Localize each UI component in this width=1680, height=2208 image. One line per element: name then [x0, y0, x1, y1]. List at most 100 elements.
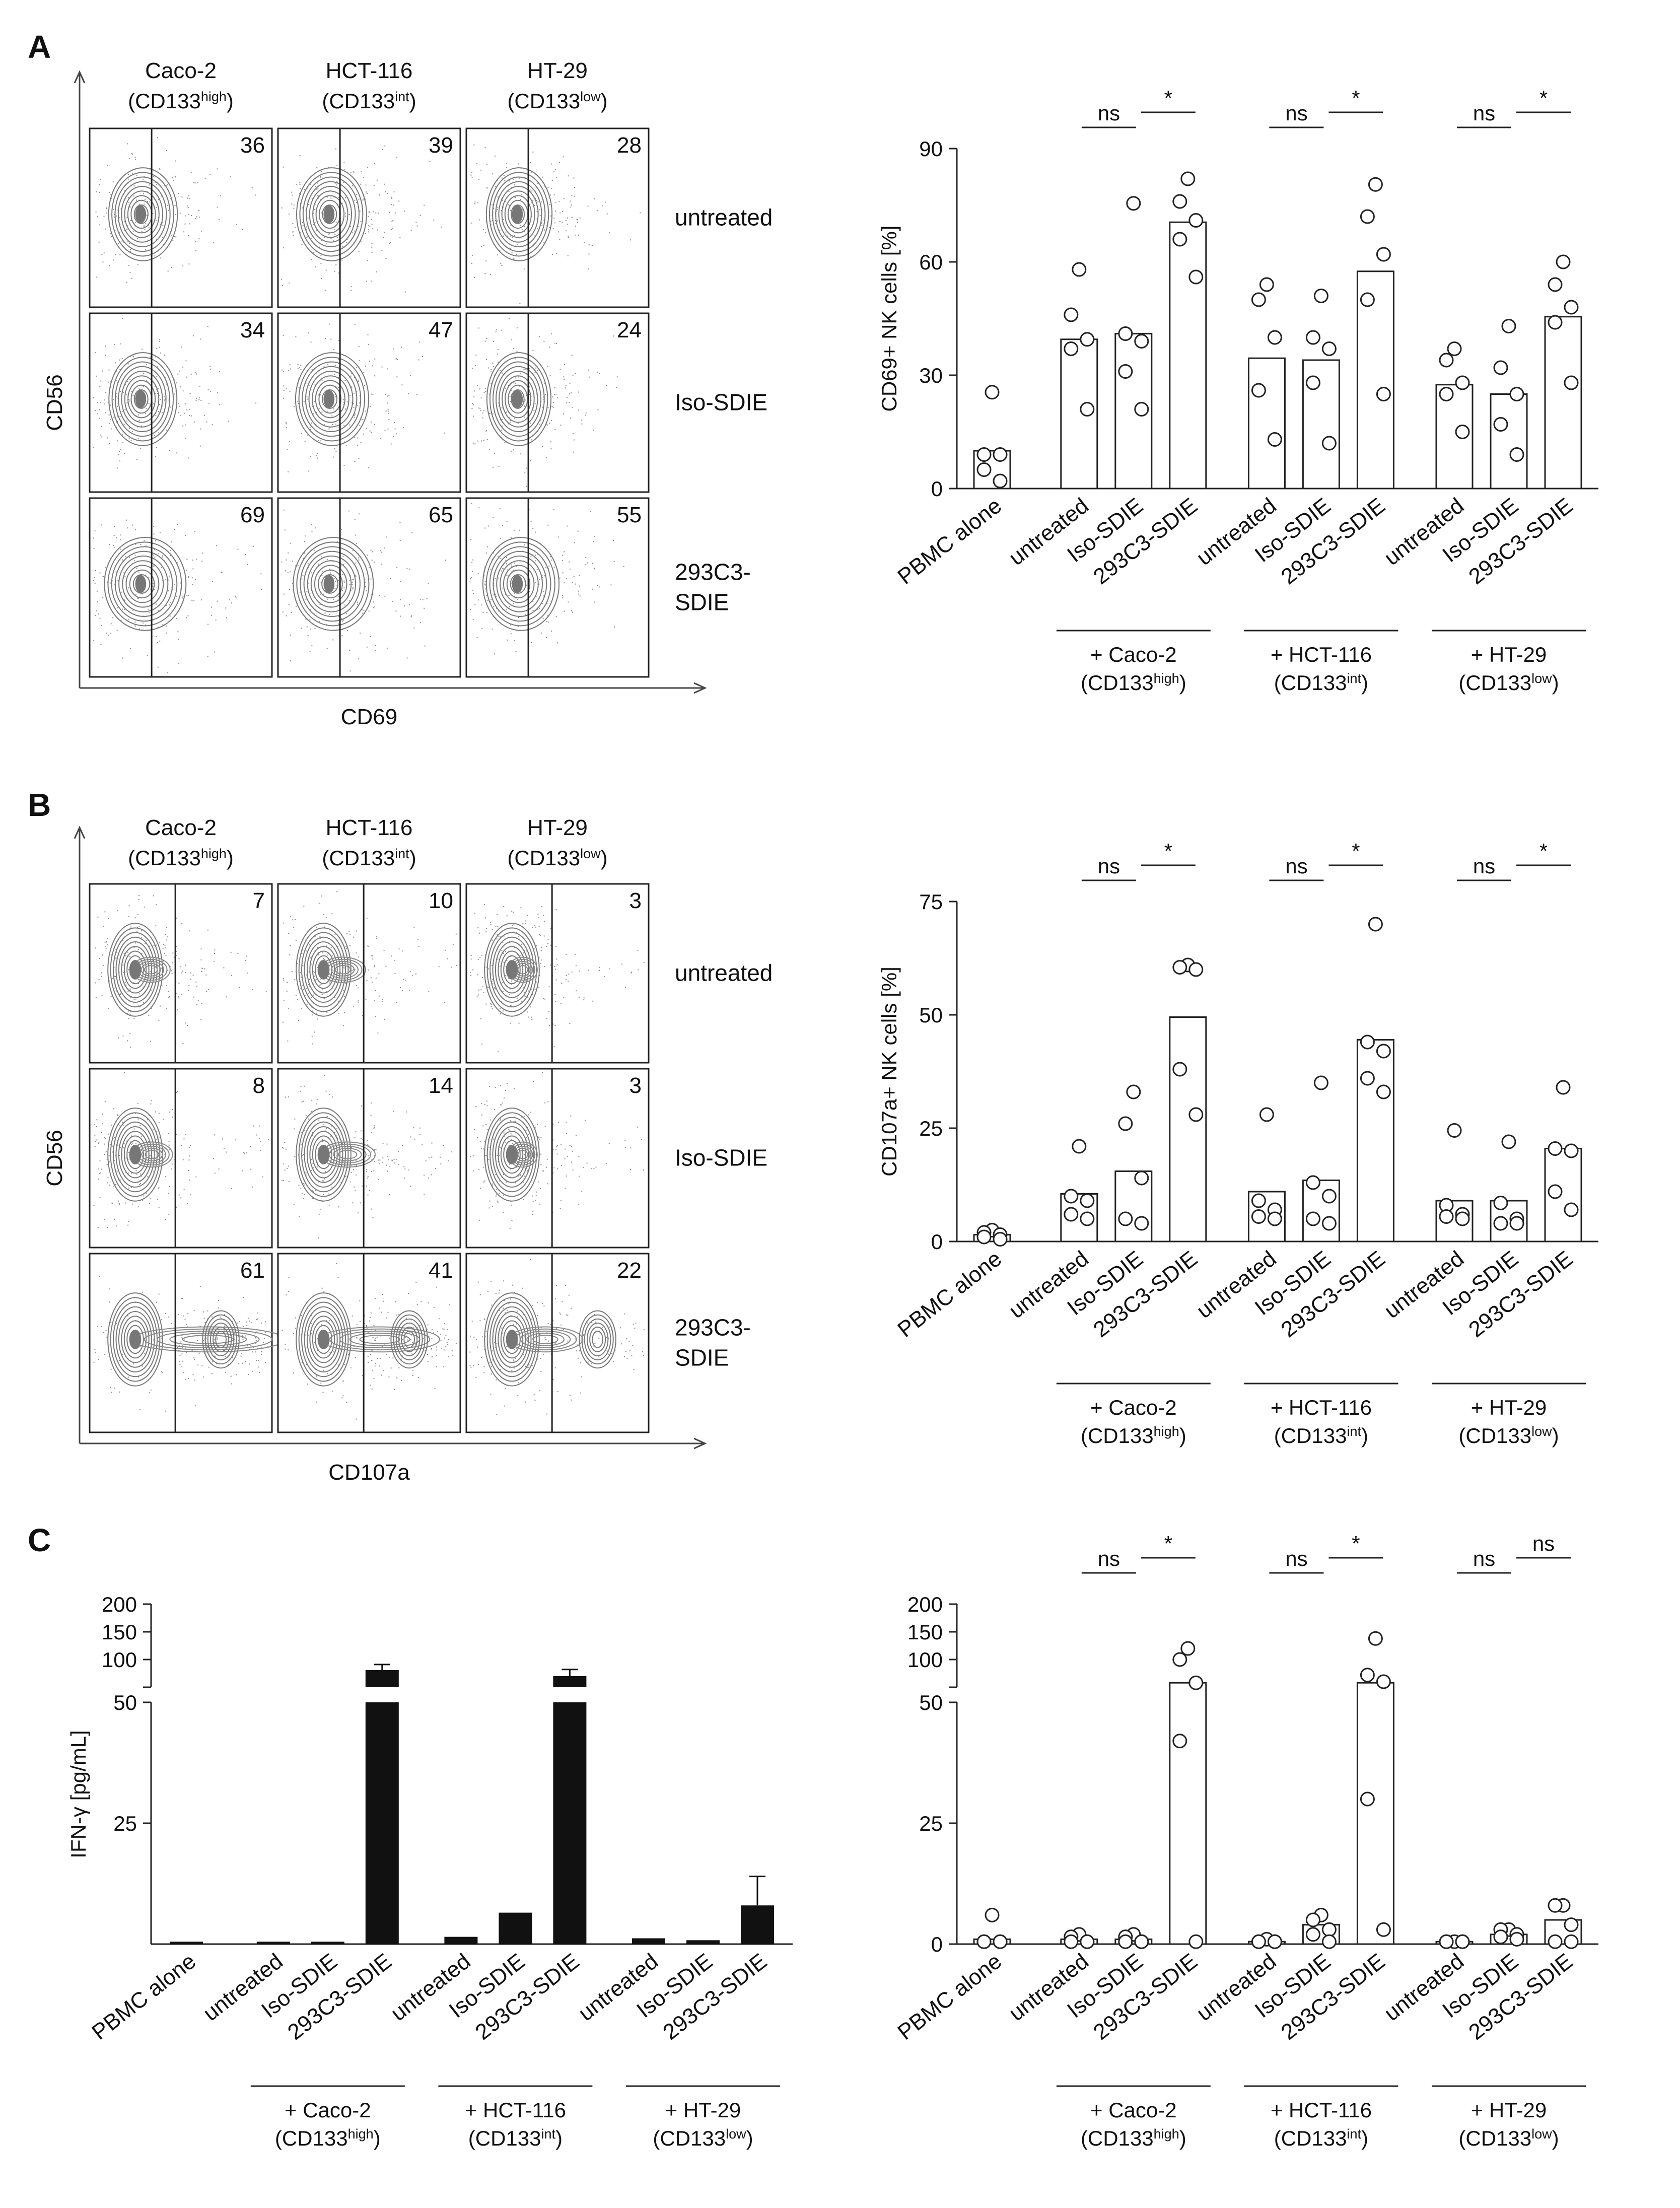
cd69-chart-point: [993, 473, 1008, 489]
flow-a-col-expr: (CD133low): [507, 89, 607, 113]
cd107a-chart-bar: [1169, 1016, 1207, 1243]
cd107a-chart-sig-label: ns: [1098, 854, 1120, 878]
flow-a-plot-r1-c3: 28: [465, 127, 650, 308]
plot-frame: [465, 1253, 650, 1433]
flow-b-col-expr-sup: int: [395, 846, 409, 861]
cd69-chart-point: [1118, 326, 1133, 341]
contour-ring: [296, 1108, 352, 1202]
contour-core: [323, 575, 335, 593]
plot-frame: [277, 312, 461, 493]
contour-ring: [502, 375, 535, 423]
contour-ring: [315, 1140, 332, 1169]
flow-b-col-expr-sup: high: [201, 846, 227, 861]
cd107a-chart-point: [1321, 1189, 1337, 1204]
ifn-scatter-chart-point: [1376, 1922, 1391, 1937]
contour-tail: [330, 962, 355, 977]
contour-positive: [403, 1331, 415, 1348]
contour-core: [323, 390, 335, 408]
flow-a-col-expr-sup: int: [395, 89, 409, 104]
gate-percentage: 22: [617, 1258, 642, 1283]
contour-core: [512, 575, 523, 593]
gate-percentage: 69: [240, 503, 265, 527]
cd69-chart-group-expr-sup: int: [1347, 671, 1362, 686]
cd107a-chart-sig-label: ns: [1473, 854, 1495, 878]
cd69-chart-point: [1134, 334, 1149, 349]
ifn-scatter-chart-point: [1455, 1934, 1470, 1949]
cd107a-chart-sig-label: *: [1539, 839, 1548, 863]
cd107a-chart-point: [1564, 1143, 1579, 1158]
contour-ring: [500, 950, 524, 989]
contour-core: [135, 575, 147, 593]
contour-ring: [312, 1320, 335, 1359]
contour-ring: [489, 357, 548, 442]
gate-percentage: 14: [429, 1073, 453, 1098]
cd69-chart-point: [1493, 360, 1508, 375]
ifn-scatter-chart-point: [1564, 1934, 1579, 1949]
contour-ring: [318, 569, 343, 599]
flow-a-col-title: HCT-116: [326, 58, 413, 83]
ifn-scatter-chart-group-expr-sup: high: [1154, 2126, 1179, 2142]
contour-ring: [298, 357, 366, 442]
ifn-scatter-chart-point: [1376, 1674, 1391, 1689]
contour-tail: [144, 965, 158, 975]
contour-ring: [111, 172, 174, 257]
contour-positive: [202, 1310, 240, 1369]
cd107a-chart-group-label: + HCT-116: [1271, 1396, 1372, 1419]
flow-a-plot-r1-c2: 39: [277, 127, 461, 308]
contour-ring: [307, 556, 357, 612]
cd69-chart-group-expr: (CD133low): [1458, 671, 1559, 695]
contour-positive: [398, 1322, 421, 1356]
cd107a-chart-point: [1548, 1184, 1563, 1199]
contour-ring: [486, 1297, 537, 1382]
contour-ring: [492, 1121, 532, 1188]
contour-ring: [113, 1117, 158, 1193]
flow-b-x-arrow: [693, 1437, 707, 1450]
contour-ring: [118, 1126, 153, 1183]
cd107a-chart-group-expr-sup: int: [1347, 1424, 1362, 1439]
contour-ring: [114, 550, 173, 617]
cd107a-chart-point: [976, 1229, 992, 1245]
ifn-scatter-chart-bar: [1169, 1682, 1207, 1945]
contour-ring: [124, 190, 160, 238]
cd107a-chart-point: [1251, 1193, 1266, 1208]
ifn-scatter-chart-point: [1188, 1934, 1204, 1949]
ifn-bar-chart-bar: [170, 1942, 203, 1944]
cd107a-chart-point: [1321, 1216, 1337, 1231]
contour-ring: [125, 565, 160, 603]
contour-ring: [312, 375, 349, 423]
cd69-chart-y-tick-label: 90: [919, 137, 943, 161]
contour-tail: [526, 1332, 565, 1346]
cd69-chart-point: [1267, 330, 1282, 345]
flow-b-plot-r1-c3: 3: [465, 883, 650, 1064]
cd69-chart-point: [976, 447, 992, 462]
cd69-chart-group-expr-prefix: (CD133: [1274, 671, 1347, 695]
flow-b-plot-r1-c2: 10: [277, 883, 461, 1064]
cd107a-chart-point: [1259, 1107, 1274, 1122]
contour-positive: [215, 1331, 227, 1348]
contour-ring: [299, 172, 364, 257]
ifn-scatter-chart-point: [1188, 1675, 1204, 1690]
cd107a-chart-point: [1376, 1084, 1391, 1099]
contour-ring: [503, 565, 535, 603]
contour-ring: [121, 946, 150, 994]
cd107a-chart-point: [993, 1232, 1008, 1247]
contour-tail: [328, 1145, 367, 1163]
contour-ring: [118, 1311, 153, 1368]
contour-ring: [293, 537, 374, 631]
cd107a-chart-point: [1172, 960, 1187, 975]
contour-ring: [495, 941, 529, 998]
ifn-scatter-chart-point: [976, 1934, 992, 1949]
contour-positive: [393, 1314, 426, 1365]
contour-core: [135, 205, 147, 224]
ifn-scatter-chart-point: [1321, 1922, 1337, 1937]
flow-grid-a: Caco-2(CD133high)HCT-116(CD133int)HT-29(…: [42, 58, 773, 729]
cd69-chart-point: [1564, 375, 1579, 390]
plot-frame: [89, 127, 273, 308]
cd69-chart-group-label: + HCT-116: [1271, 643, 1372, 666]
contour-ring: [126, 1325, 144, 1354]
contour-ring: [498, 1316, 526, 1363]
contour-ring: [312, 190, 348, 238]
cd69-chart-group-expr: (CD133int): [1274, 671, 1368, 695]
cd69-chart-point: [1080, 332, 1095, 347]
